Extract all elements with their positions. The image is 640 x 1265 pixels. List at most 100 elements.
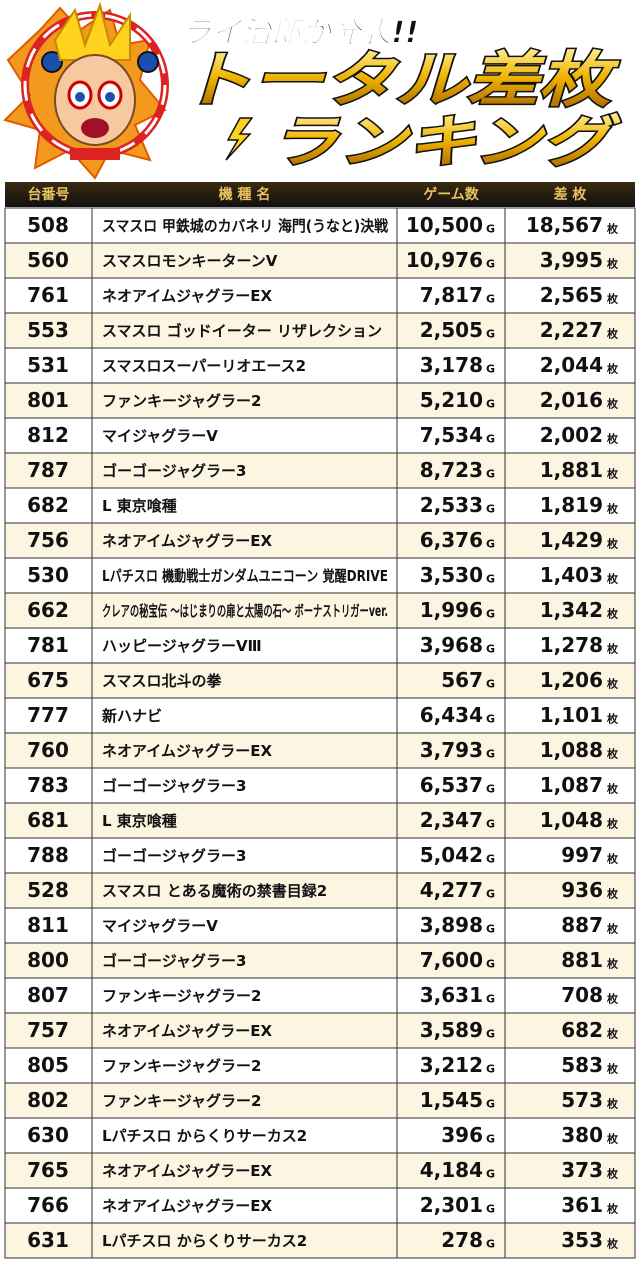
game-unit: G	[486, 503, 495, 516]
game-unit: G	[486, 818, 495, 831]
coin-difference: 2,565	[540, 283, 603, 307]
row-background	[4, 977, 636, 1014]
game-count: 3,178	[420, 353, 483, 377]
machine-name: ネオアイムジャグラーEX	[102, 742, 272, 760]
table-header	[5, 182, 635, 207]
machine-number: 530	[27, 563, 69, 587]
machine-number: 681	[27, 808, 69, 832]
machine-number: 631	[27, 1228, 69, 1252]
game-unit: G	[486, 1098, 495, 1111]
machine-name: マイジャグラーV	[102, 917, 218, 935]
machine-name: スマスロスーパーリオエース2	[102, 357, 306, 375]
machine-name: クレアの秘宝伝 ～はじまりの扉と太陽の石～ ボーナストリガーver.	[102, 602, 388, 620]
game-count: 10,976	[406, 248, 483, 272]
machine-number: 811	[27, 913, 69, 937]
game-count: 2,347	[420, 808, 483, 832]
column-header: 台番号	[28, 186, 70, 203]
machine-name: ファンキージャグラー2	[102, 1092, 261, 1110]
game-unit: G	[486, 853, 495, 866]
machine-number: 802	[27, 1088, 69, 1112]
coin-difference: 1,403	[540, 563, 603, 587]
game-unit: G	[486, 573, 495, 586]
diff-unit: 枚	[607, 1097, 619, 1111]
column-header: 機 種 名	[219, 186, 271, 203]
machine-number: 765	[27, 1158, 69, 1182]
game-unit: G	[486, 713, 495, 726]
coin-difference: 2,044	[540, 353, 603, 377]
coin-difference: 1,088	[540, 738, 603, 762]
machine-number: 560	[27, 248, 69, 272]
coin-difference: 682	[561, 1018, 603, 1042]
game-count: 7,817	[420, 283, 483, 307]
game-count: 3,212	[420, 1053, 483, 1077]
coin-difference: 1,342	[540, 598, 603, 622]
game-unit: G	[486, 538, 495, 551]
coin-difference: 1,278	[540, 633, 603, 657]
row-background	[4, 1187, 636, 1224]
machine-number: 630	[27, 1123, 69, 1147]
game-unit: G	[486, 1168, 495, 1181]
machine-number: 756	[27, 528, 69, 552]
machine-number: 801	[27, 388, 69, 412]
diff-unit: 枚	[607, 432, 619, 446]
game-unit: G	[486, 1028, 495, 1041]
subtitle: ライ治郎が発表!!	[181, 16, 418, 51]
game-count: 2,505	[420, 318, 483, 342]
game-count: 2,301	[420, 1193, 483, 1217]
game-count: 4,184	[420, 1158, 483, 1182]
game-count: 1,996	[420, 598, 483, 622]
game-unit: G	[486, 748, 495, 761]
machine-number: 662	[27, 598, 69, 622]
row-background	[4, 1117, 636, 1154]
coin-difference: 708	[561, 983, 603, 1007]
machine-name: スマスロ ゴッドイーター リザレクション	[102, 322, 382, 340]
game-unit: G	[486, 783, 495, 796]
machine-name: ハッピージャグラーVⅢ	[102, 637, 262, 655]
row-background	[4, 627, 636, 664]
machine-number: 800	[27, 948, 69, 972]
row-background	[4, 732, 636, 769]
machine-name: スマスロ 甲鉄城のカバネリ 海門(うなと)決戦	[102, 217, 389, 235]
column-header: ゲーム数	[423, 186, 480, 203]
machine-number: 508	[27, 213, 69, 237]
row-background	[4, 522, 636, 559]
diff-unit: 枚	[607, 1027, 619, 1041]
machine-name: ファンキージャグラー2	[102, 987, 261, 1005]
machine-name: ネオアイムジャグラーEX	[102, 287, 272, 305]
game-unit: G	[486, 1063, 495, 1076]
machine-number: 757	[27, 1018, 69, 1042]
game-count: 5,210	[420, 388, 483, 412]
machine-name: Lパチスロ からくりサーカス2	[102, 1232, 307, 1250]
coin-difference: 373	[561, 1158, 603, 1182]
diff-unit: 枚	[607, 467, 619, 481]
game-count: 6,537	[420, 773, 483, 797]
machine-name: スマスロモンキーターンV	[102, 252, 278, 270]
game-count: 8,723	[420, 458, 483, 482]
game-unit: G	[486, 293, 495, 306]
game-count: 4,277	[420, 878, 483, 902]
machine-name: Lパチスロ 機動戦士ガンダムユニコーン 覚醒DRIVE	[102, 567, 388, 585]
row-background	[4, 277, 636, 314]
table-body: 台番号 機 種 名 ゲーム数 差 枚 508 スマスロ 甲鉄城のカバネリ 海門(うなと)決…	[4, 186, 636, 1259]
coin-difference: 353	[561, 1228, 603, 1252]
game-count: 3,589	[420, 1018, 483, 1042]
coin-difference: 2,016	[540, 388, 603, 412]
diff-unit: 枚	[607, 712, 619, 726]
row-background	[4, 557, 636, 594]
row-background	[4, 347, 636, 384]
machine-number: 528	[27, 878, 69, 902]
coin-difference: 583	[561, 1053, 603, 1077]
diff-unit: 枚	[607, 992, 619, 1006]
machine-name: ゴーゴージャグラー3	[102, 847, 246, 865]
machine-number: 675	[27, 668, 69, 692]
diff-unit: 枚	[607, 817, 619, 831]
machine-number: 682	[27, 493, 69, 517]
game-count: 3,968	[420, 633, 483, 657]
machine-number: 783	[27, 773, 69, 797]
machine-number: 761	[27, 283, 69, 307]
game-unit: G	[486, 923, 495, 936]
diff-unit: 枚	[607, 922, 619, 936]
diff-unit: 枚	[607, 677, 619, 691]
row-background	[4, 382, 636, 419]
